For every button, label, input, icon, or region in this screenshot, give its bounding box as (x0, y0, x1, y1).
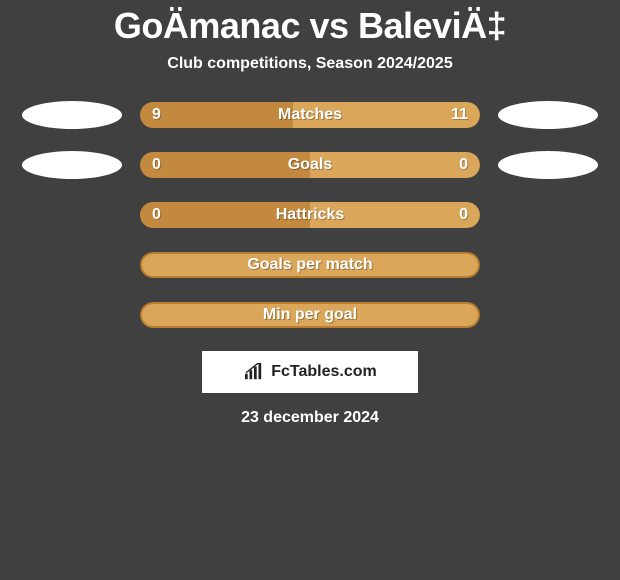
brand-label: FcTables.com (271, 363, 377, 381)
stat-bar: Min per goal (140, 302, 480, 328)
brand-badge[interactable]: FcTables.com (202, 351, 418, 393)
stat-bar: Goals per match (140, 252, 480, 278)
stat-label: Min per goal (140, 306, 480, 324)
date-label: 23 december 2024 (0, 409, 620, 427)
player-right-oval (498, 101, 598, 129)
stat-row: Min per goal (0, 301, 620, 329)
stat-label: Hattricks (140, 206, 480, 224)
stat-bar: 911Matches (140, 102, 480, 128)
stat-row: 911Matches (0, 101, 620, 129)
stat-row: Goals per match (0, 251, 620, 279)
comparison-widget: GoÄmanac vs BaleviÄ‡ Club competitions, … (0, 0, 620, 427)
stat-label: Goals (140, 156, 480, 174)
stat-bar: 00Hattricks (140, 202, 480, 228)
page-subtitle: Club competitions, Season 2024/2025 (0, 55, 620, 73)
player-right-oval (498, 151, 598, 179)
page-title: GoÄmanac vs BaleviÄ‡ (0, 5, 620, 47)
stat-row: 00Hattricks (0, 201, 620, 229)
stats-rows: 911Matches 00Goals 00Hattricks Goals per ma… (0, 101, 620, 329)
stat-row: 00Goals (0, 151, 620, 179)
chart-icon (243, 363, 265, 381)
stat-bar: 00Goals (140, 152, 480, 178)
stat-label: Goals per match (140, 256, 480, 274)
player-left-oval (22, 101, 122, 129)
player-left-oval (22, 151, 122, 179)
stat-label: Matches (140, 106, 480, 124)
